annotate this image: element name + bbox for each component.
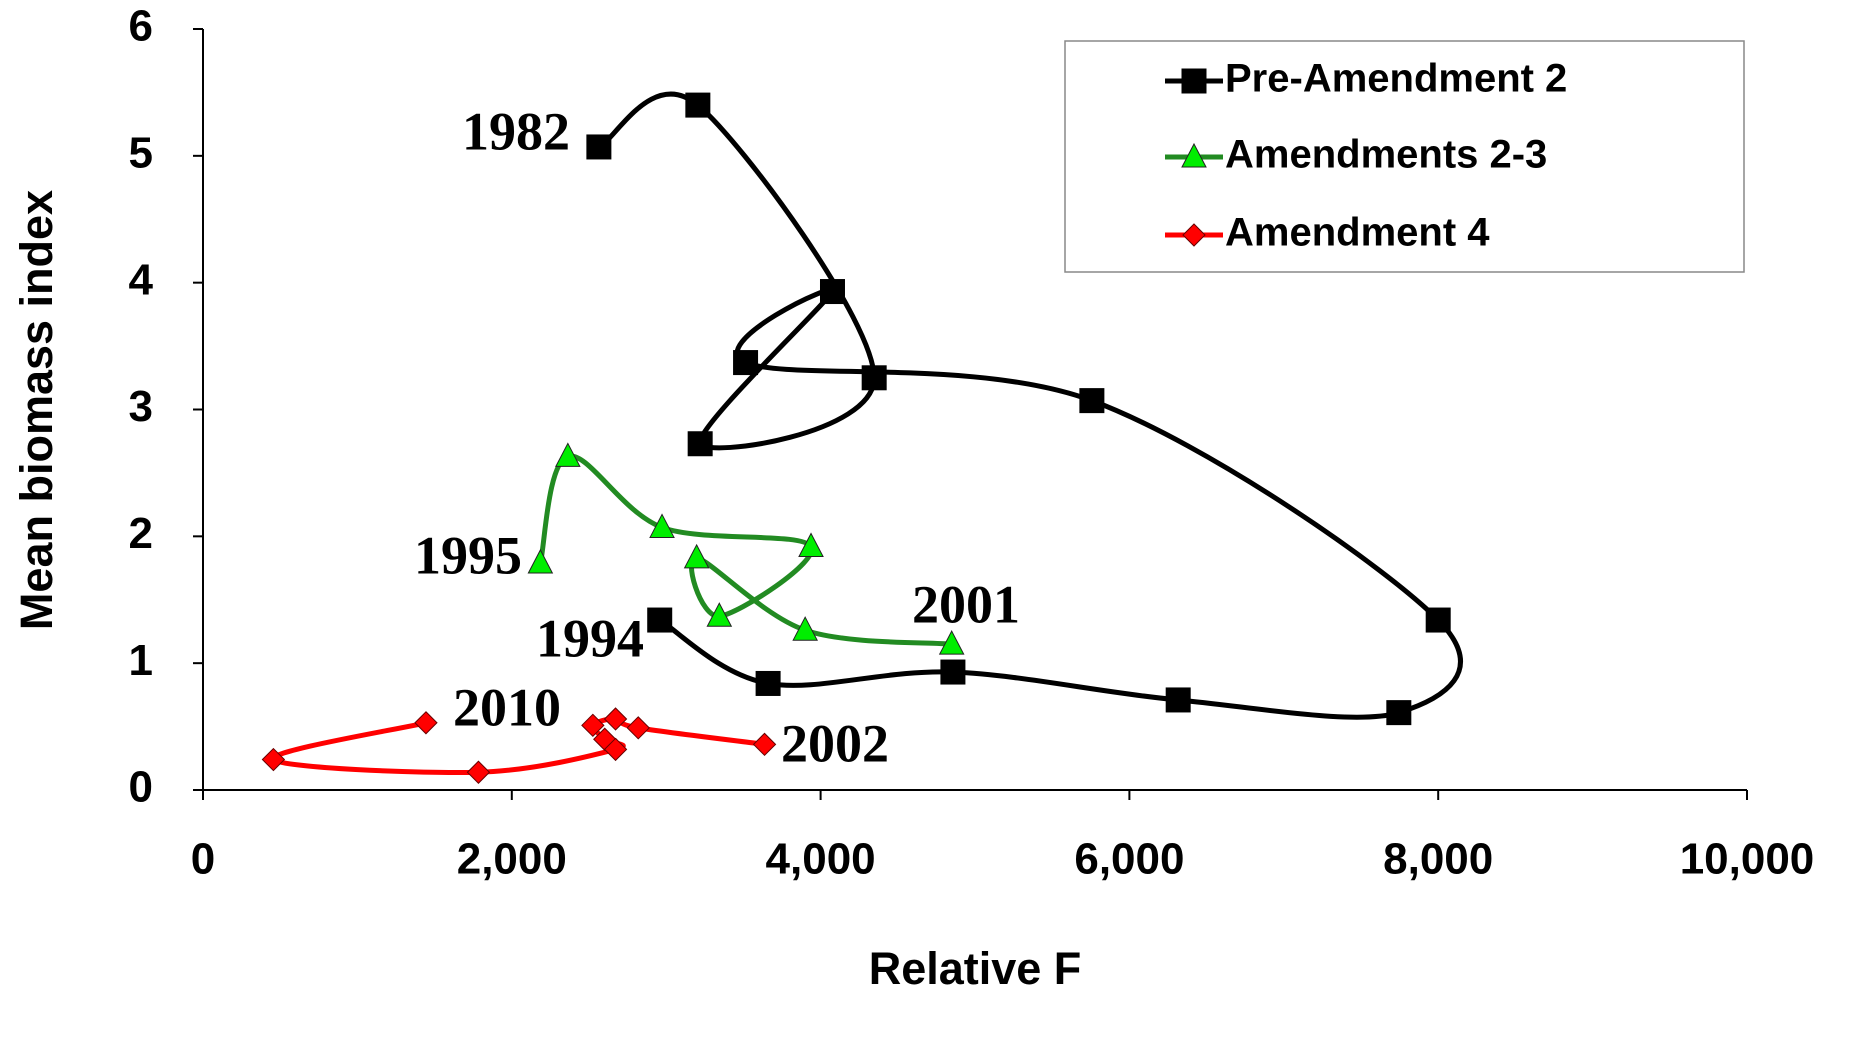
chart: Relative F Mean biomass index 0 1 2 3 4 5 6 0 2,…: [0, 0, 1858, 1049]
y-tick-label: 5: [129, 128, 153, 177]
data-point: [648, 608, 672, 632]
legend-marker: [1182, 69, 1206, 93]
y-tick-label: 6: [129, 2, 153, 51]
data-point: [627, 717, 649, 739]
x-tick-label: 6,000: [1074, 835, 1184, 884]
x-tick-label: 0: [191, 835, 215, 884]
page: Relative F Mean biomass index 0 1 2 3 4 5 6 0 2,…: [0, 0, 1858, 1049]
data-point: [756, 671, 780, 695]
year-annotation: 2001: [912, 574, 1020, 634]
data-point: [686, 93, 710, 117]
data-point: [1426, 608, 1450, 632]
legend-label: Pre-Amendment 2: [1225, 57, 1567, 101]
year-annotation: 2002: [781, 713, 889, 773]
y-tick-label: 0: [129, 763, 153, 812]
x-tick-label: 10,000: [1680, 835, 1815, 884]
x-tick-label: 8,000: [1383, 835, 1493, 884]
y-tick-label: 3: [129, 382, 153, 431]
y-axis-title: Mean biomass index: [11, 190, 62, 630]
y-tick-label: 4: [129, 255, 154, 304]
data-point: [1166, 688, 1190, 712]
data-point: [688, 432, 712, 456]
data-point: [862, 366, 886, 390]
data-point: [799, 533, 823, 556]
data-point: [941, 660, 965, 684]
data-point: [1080, 389, 1104, 413]
legend-label: Amendment 4: [1225, 211, 1490, 255]
y-tick-label: 2: [129, 509, 153, 558]
data-point: [685, 545, 709, 568]
data-point: [467, 761, 489, 783]
x-tick-label: 2,000: [457, 835, 567, 884]
y-tick-label: 1: [129, 636, 153, 685]
x-axis-title: Relative F: [869, 943, 1082, 994]
year-annotation: 2010: [453, 677, 561, 737]
data-point: [587, 135, 611, 159]
year-annotation: 1995: [414, 525, 522, 585]
legend-label: Amendments 2-3: [1225, 133, 1547, 177]
year-annotation: 1994: [536, 608, 644, 668]
data-point: [1387, 701, 1411, 725]
data-point: [734, 351, 758, 375]
data-point: [605, 708, 627, 730]
data-point: [754, 733, 776, 755]
x-tick-label: 4,000: [766, 835, 876, 884]
year-annotation: 1982: [462, 101, 570, 161]
data-point: [528, 550, 552, 573]
data-point: [820, 280, 844, 304]
data-point: [415, 712, 437, 734]
